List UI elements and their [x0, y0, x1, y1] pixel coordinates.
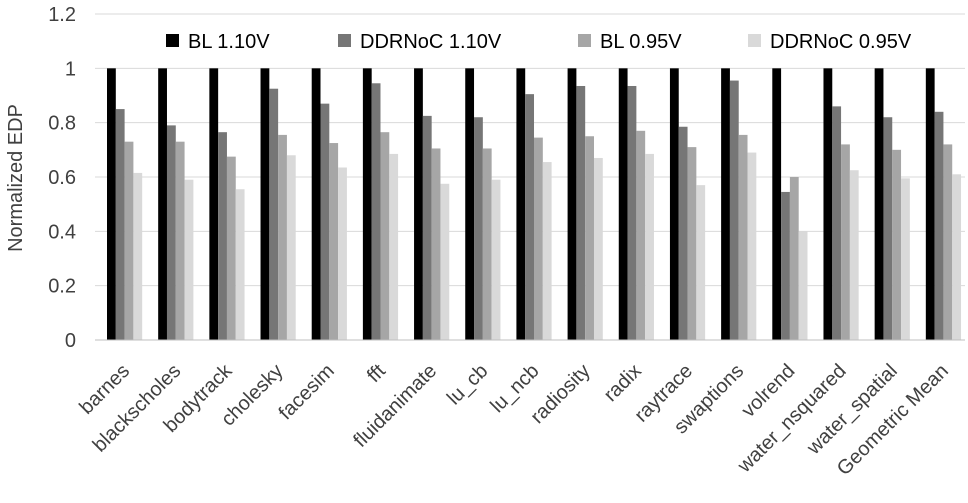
bar-volrend-3: [798, 231, 808, 340]
x-tick-label: lu_cb: [443, 360, 492, 409]
bar-bodytrack-0: [209, 68, 219, 340]
bar-radix-1: [627, 85, 637, 340]
bar-facesim-3: [338, 167, 347, 340]
bar-radix-2: [636, 130, 646, 340]
bar-cholesky-2: [278, 134, 287, 340]
bar-barnes-3: [133, 172, 143, 340]
bar-water_spatial-1: [883, 117, 893, 340]
bar-swaptions-1: [729, 80, 739, 340]
bar-radix-3: [645, 153, 654, 340]
bar-swaptions-3: [747, 152, 757, 340]
x-tick-label: fft: [363, 360, 390, 387]
bars: [107, 68, 962, 341]
y-tick-label: 0: [65, 330, 76, 352]
y-tick-label: 0.6: [48, 167, 76, 189]
legend-swatch: [578, 34, 591, 47]
x-tick-label: fluidanimate: [349, 360, 441, 452]
y-tick-label: 0.4: [48, 221, 76, 243]
bar-fft-3: [389, 153, 399, 340]
y-tick-label: 0.8: [48, 113, 76, 135]
bar-fft-2: [380, 132, 390, 340]
bar-geometric-mean-3: [952, 174, 962, 340]
legend-label: DDRNoC 0.95V: [770, 31, 912, 53]
y-tick-label: 0.2: [48, 276, 76, 298]
bar-lu_ncb-0: [516, 68, 526, 340]
bar-blackscholes-1: [166, 125, 176, 340]
bar-fft-1: [371, 83, 381, 341]
legend-label: BL 1.10V: [188, 31, 270, 53]
bar-water_nsquared-1: [832, 106, 842, 340]
bar-water_nsquared-0: [823, 68, 833, 340]
y-tick-label: 1: [65, 58, 76, 80]
legend-label: BL 0.95V: [600, 31, 682, 53]
bar-fft-0: [362, 68, 372, 340]
bar-bodytrack-3: [235, 189, 245, 340]
bar-lu_cb-3: [491, 179, 501, 340]
bar-raytrace-1: [678, 126, 688, 340]
y-axis-title: Normalized EDP: [5, 104, 27, 252]
bar-facesim-2: [329, 143, 339, 340]
bar-volrend-1: [781, 191, 790, 340]
bar-raytrace-3: [696, 185, 706, 340]
bar-radix-0: [618, 68, 628, 340]
bar-radiosity-2: [585, 136, 594, 340]
bar-radiosity-1: [576, 85, 586, 340]
bar-fluidanimate-1: [422, 115, 432, 340]
bar-geometric-mean-2: [943, 144, 953, 340]
bar-water_spatial-2: [892, 149, 902, 340]
bar-radiosity-3: [593, 157, 603, 340]
bar-blackscholes-2: [175, 141, 185, 340]
bar-bodytrack-1: [218, 132, 227, 340]
bar-water_spatial-0: [874, 68, 884, 340]
bar-lu_cb-1: [474, 117, 483, 340]
bar-volrend-0: [772, 68, 782, 340]
bar-geometric-mean-0: [925, 68, 935, 340]
x-tick-label: facesim: [275, 360, 339, 424]
legend-swatch: [748, 34, 761, 47]
bar-water_nsquared-2: [841, 144, 850, 340]
bar-lu_cb-2: [482, 148, 492, 340]
legend-swatch: [338, 34, 351, 47]
bar-swaptions-0: [721, 68, 730, 340]
bar-blackscholes-3: [184, 179, 194, 340]
bar-cholesky-3: [286, 155, 296, 340]
bar-barnes-2: [124, 141, 134, 340]
bar-barnes-0: [107, 68, 116, 340]
bar-radiosity-0: [567, 68, 577, 340]
bar-lu_ncb-1: [525, 94, 535, 341]
bar-fluidanimate-2: [431, 148, 441, 340]
bar-blackscholes-0: [158, 68, 167, 340]
x-tick-labels: barnesblackscholesbodytrackcholeskyfaces…: [75, 359, 953, 480]
bar-bodytrack-2: [226, 156, 236, 340]
legend: BL 1.10V DDRNoC 1.10V BL 0.95V DDRNoC 0.95V: [166, 31, 912, 53]
bar-barnes-1: [115, 109, 125, 340]
bar-swaptions-2: [738, 134, 748, 340]
bar-cholesky-0: [260, 68, 270, 340]
bar-lu_ncb-2: [534, 137, 543, 340]
y-tick-label: 1.2: [48, 4, 76, 26]
bar-water_nsquared-3: [849, 170, 859, 340]
bar-lu_ncb-3: [542, 162, 552, 340]
y-tick-labels: 0 0.2 0.4 0.6 0.8 1 1.2: [48, 4, 76, 352]
bar-volrend-2: [789, 177, 799, 340]
legend-swatch: [166, 34, 179, 47]
bar-facesim-1: [320, 103, 330, 341]
bar-geometric-mean-1: [934, 111, 944, 340]
bar-fluidanimate-0: [414, 68, 423, 340]
bar-lu_cb-0: [465, 68, 475, 340]
bar-facesim-0: [311, 68, 321, 340]
bar-water_spatial-3: [901, 178, 910, 340]
bar-cholesky-1: [269, 88, 279, 340]
legend-label: DDRNoC 1.10V: [360, 31, 502, 53]
x-tick-label: radix: [600, 360, 646, 406]
bar-raytrace-0: [669, 68, 679, 340]
bar-fluidanimate-3: [440, 183, 450, 340]
bar-raytrace-2: [687, 147, 697, 340]
